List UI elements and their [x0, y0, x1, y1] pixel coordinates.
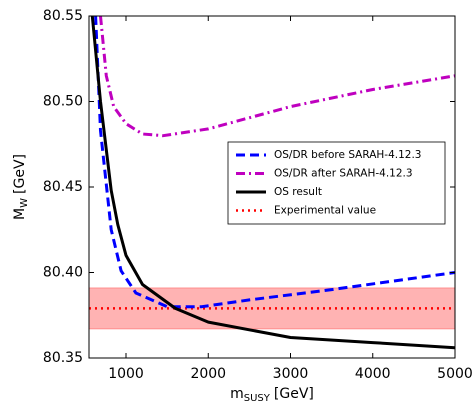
x-tick-label: 3000: [273, 366, 309, 382]
line: [90, 16, 455, 350]
y-axis-label: MW[GeV]: [12, 154, 30, 220]
x-axis-label: mSUSY [GeV]: [230, 386, 314, 404]
x-tick-label: 1000: [108, 366, 144, 382]
x-tick-label: 4000: [355, 366, 391, 382]
legend-label: Experimental value: [274, 205, 376, 217]
y-tick-label: 80.45: [43, 179, 83, 195]
line: [99, 16, 455, 138]
plot: [89, 16, 455, 350]
y-tick-label: 80.35: [43, 350, 83, 366]
y-tick-label: 80.50: [43, 94, 83, 110]
legend: OS/DR before SARAH-4.12.3 OS/DR after SAR…: [227, 141, 446, 225]
legend-label: OS result: [274, 186, 322, 198]
line: [94, 16, 455, 309]
x-tick-label: 2000: [190, 366, 226, 382]
legend-label: OS/DR after SARAH-4.12.3: [274, 168, 413, 180]
y-tick-label: 80.40: [43, 265, 83, 281]
x-tick-label: 5000: [437, 366, 473, 382]
legend-label: OS/DR before SARAH-4.12.3: [274, 149, 422, 161]
y-tick-label: 80.55: [43, 8, 83, 24]
